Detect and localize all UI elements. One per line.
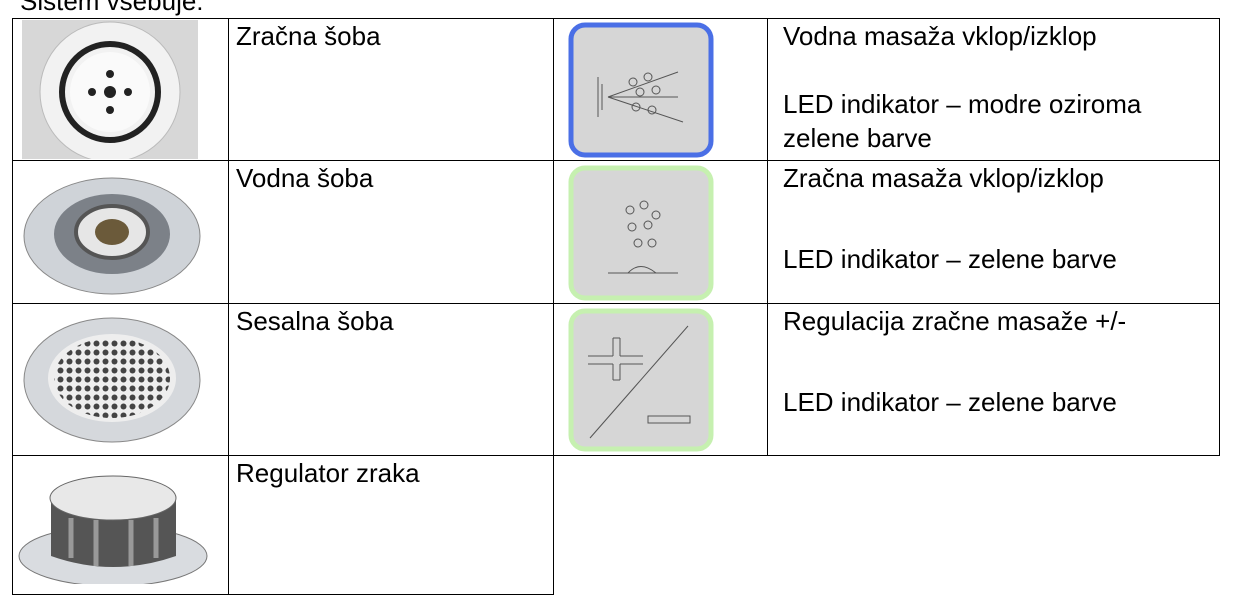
function: Zračna masaža vklop/izklop bbox=[783, 163, 1104, 193]
item-name: Zračna šoba bbox=[236, 21, 381, 51]
air-regulator-image bbox=[18, 475, 208, 584]
function: Vodna masaža vklop/izklop bbox=[783, 21, 1097, 51]
item-name: Sesalna šoba bbox=[236, 306, 394, 336]
item-name: Vodna šoba bbox=[236, 163, 374, 193]
cell bbox=[767, 303, 1220, 456]
water-massage-button bbox=[568, 22, 714, 158]
item-name: Regulator zraka bbox=[236, 458, 420, 488]
function: Regulacija zračne masaže +/- bbox=[783, 306, 1127, 336]
suction-nozzle-image bbox=[23, 317, 201, 443]
water-nozzle-image bbox=[23, 177, 201, 295]
air-massage-button bbox=[568, 165, 714, 301]
air-regulation-button bbox=[568, 308, 714, 452]
heading: Sistem vsebuje: bbox=[20, 0, 204, 16]
air-nozzle-image bbox=[22, 20, 198, 159]
led-indicator: LED indikator – modre oziroma zelene bar… bbox=[783, 89, 1142, 153]
led-indicator: LED indikator – zelene barve bbox=[783, 244, 1117, 274]
led-indicator: LED indikator – zelene barve bbox=[783, 387, 1117, 417]
